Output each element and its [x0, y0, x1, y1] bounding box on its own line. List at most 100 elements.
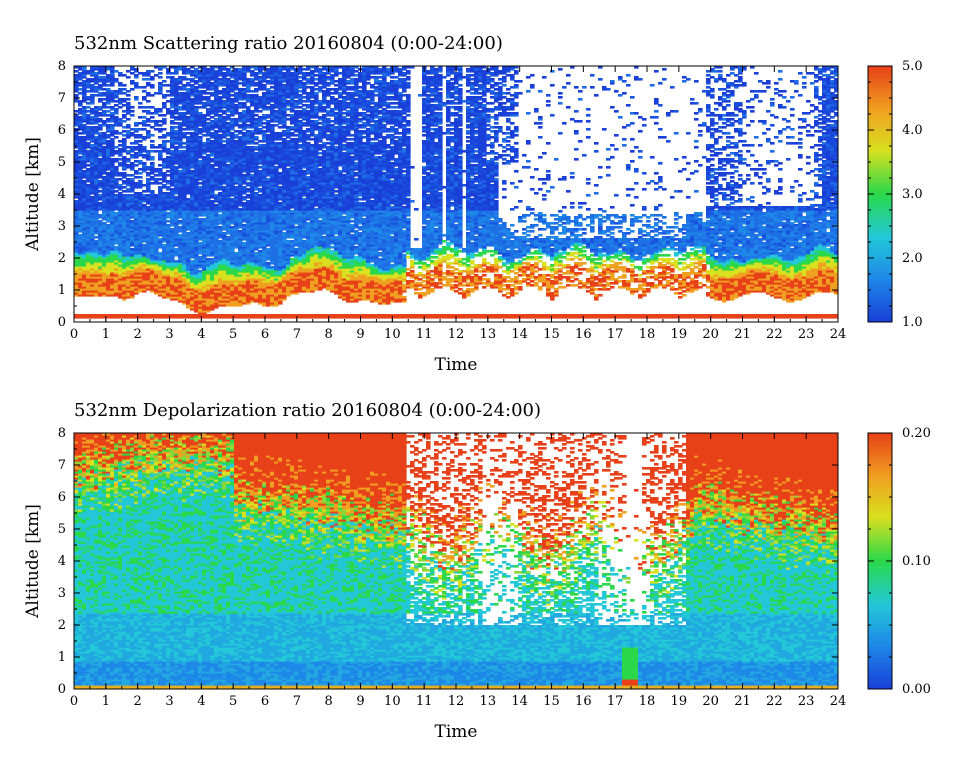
heatmap-cell [170, 274, 175, 277]
heatmap-cell [186, 170, 191, 173]
heatmap-cell [190, 232, 195, 235]
heatmap-cell [126, 216, 131, 219]
heatmap-cell [98, 78, 103, 81]
heatmap-cell [98, 152, 103, 155]
heatmap-cell [78, 168, 83, 171]
heatmap-cell [210, 174, 215, 177]
heatmap-cell [126, 214, 131, 217]
heatmap-cell [106, 68, 111, 71]
heatmap-cell [82, 202, 87, 205]
heatmap-cell [90, 84, 95, 87]
heatmap-cell [178, 200, 183, 203]
heatmap-cell [170, 144, 175, 147]
heatmap-cell [182, 70, 187, 73]
heatmap-cell [82, 244, 87, 247]
heatmap-cell [110, 290, 115, 293]
heatmap-cell [98, 108, 103, 111]
heatmap-cell [78, 132, 83, 135]
heatmap-cell [210, 100, 215, 103]
heatmap-cell [122, 172, 127, 175]
heatmap-cell [86, 248, 91, 251]
heatmap-cell [94, 174, 99, 177]
heatmap-cell [138, 232, 143, 235]
heatmap-cell [90, 246, 95, 249]
heatmap-cell [206, 208, 211, 211]
heatmap-cell [134, 206, 139, 209]
heatmap-cell [90, 196, 95, 199]
heatmap-cell [182, 106, 187, 109]
heatmap-cell [134, 266, 139, 269]
heatmap-cell [182, 212, 187, 215]
heatmap-cell [134, 82, 139, 85]
heatmap-cell [126, 152, 131, 155]
heatmap-cell [90, 260, 95, 263]
heatmap-cell [102, 156, 107, 159]
heatmap-cell [186, 278, 191, 281]
heatmap-cell [170, 72, 175, 75]
heatmap-cell [122, 202, 127, 205]
heatmap-cell [178, 284, 183, 287]
heatmap-cell [178, 250, 183, 253]
heatmap-cell [98, 286, 103, 289]
heatmap-cell [162, 258, 167, 261]
heatmap-cell [106, 286, 111, 289]
heatmap-cell [178, 76, 183, 79]
heatmap-cell [110, 134, 115, 137]
heatmap-cell [206, 172, 211, 175]
heatmap-cell [98, 164, 103, 167]
heatmap-cell [134, 292, 139, 295]
heatmap-cell [202, 130, 207, 133]
heatmap-cell [198, 214, 203, 217]
heatmap-cell [202, 182, 207, 185]
heatmap-cell [234, 130, 239, 133]
heatmap-cell [82, 284, 87, 287]
heatmap-cell [118, 90, 123, 93]
heatmap-cell [82, 70, 87, 73]
heatmap-cell [142, 128, 147, 131]
heatmap-cell [110, 202, 115, 205]
heatmap-cell [150, 262, 155, 265]
heatmap-cell [190, 266, 195, 269]
heatmap-cell [198, 288, 203, 291]
heatmap-cell [106, 182, 111, 185]
heatmap-cell [94, 178, 99, 181]
heatmap-cell [134, 222, 139, 225]
heatmap-cell [82, 250, 87, 253]
heatmap-cell [86, 118, 91, 121]
heatmap-cell [210, 232, 215, 235]
heatmap-cell [154, 252, 159, 255]
heatmap-cell [98, 128, 103, 131]
heatmap-cell [126, 106, 131, 109]
heatmap-cell [110, 106, 115, 109]
heatmap-cell [190, 270, 195, 273]
heatmap-cell [174, 90, 179, 93]
heatmap-cell [126, 180, 131, 183]
heatmap-cell [202, 172, 207, 175]
heatmap-cell [154, 198, 159, 201]
heatmap-cell [98, 162, 103, 165]
heatmap-cell [182, 274, 187, 277]
heatmap-cell [190, 126, 195, 129]
heatmap-cell [182, 232, 187, 235]
heatmap-cell [162, 94, 167, 97]
heatmap-cell [126, 136, 131, 139]
heatmap-cell [170, 212, 175, 215]
heatmap-cell [210, 108, 215, 111]
heatmap-cell [174, 238, 179, 241]
heatmap-cell [182, 182, 187, 185]
heatmap-cell [134, 276, 139, 279]
heatmap-cell [90, 202, 95, 205]
heatmap-cell [182, 160, 187, 163]
heatmap-cell [158, 224, 163, 227]
scattering-ratio-panel: 532nm Scattering ratio 20160804 (0:00-24… [23, 33, 923, 375]
heatmap-cell [94, 132, 99, 135]
heatmap-cell [234, 68, 239, 71]
heatmap-cell [198, 94, 203, 97]
heatmap-cell [206, 282, 211, 285]
heatmap-cell [146, 250, 151, 253]
heatmap-cell [78, 244, 83, 247]
heatmap-cell [158, 84, 163, 87]
heatmap-cell [198, 160, 203, 163]
heatmap-cell [198, 192, 203, 195]
heatmap-cell [202, 252, 207, 255]
